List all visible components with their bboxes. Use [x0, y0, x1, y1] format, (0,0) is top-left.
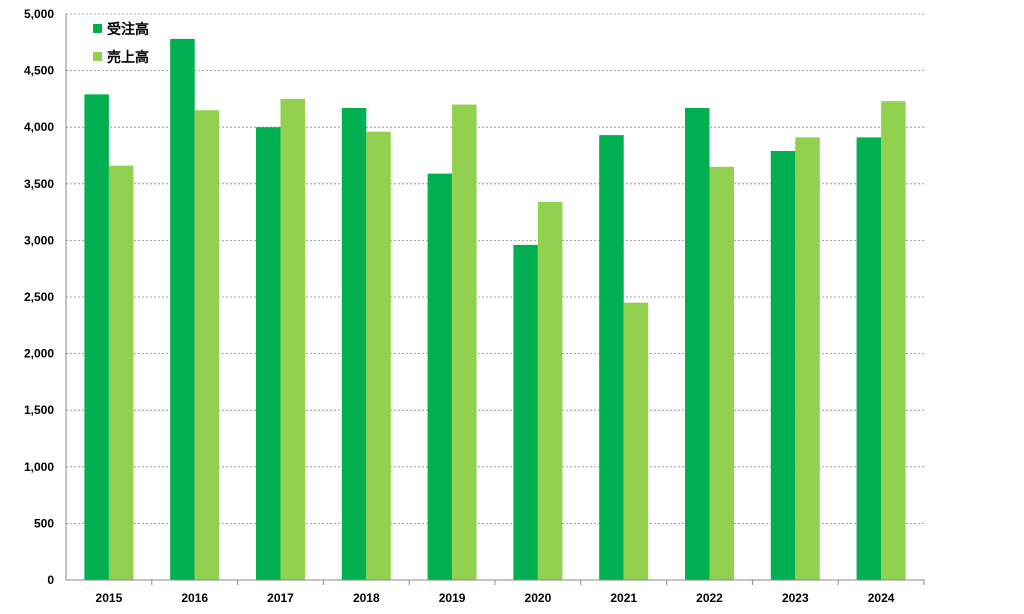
bar-order-2024 [856, 137, 882, 580]
axes [65, 14, 925, 585]
x-tick-labels: 2015 2016 2017 2018 2019 2020 2021 2022 2023 2024 [96, 591, 895, 605]
bar-sales-2024 [881, 101, 906, 580]
legend: 受注高 売上高 [93, 21, 149, 65]
bar-order-2018 [341, 107, 367, 581]
bar-sales-2018 [366, 131, 391, 580]
bar-sales-2016 [194, 110, 220, 580]
bar-sales-2020 [537, 201, 563, 581]
bar-order-2020 [513, 244, 538, 581]
y-tick-label: 3,500 [24, 177, 54, 191]
bar-order-2015 [84, 94, 109, 580]
x-tick-label: 2022 [696, 591, 723, 605]
x-tick-label: 2024 [868, 591, 895, 605]
bar-order-2021 [599, 135, 624, 580]
bar-sales-2015 [108, 165, 134, 581]
bars [84, 38, 906, 581]
bar-sales-2023 [795, 137, 820, 580]
legend-swatch-order [93, 24, 102, 33]
bar-order-2017 [256, 127, 281, 580]
bar-order-2022 [685, 107, 710, 581]
y-tick-label: 2,500 [24, 290, 54, 304]
legend-label-sales: 売上高 [107, 49, 149, 65]
y-tick-label: 4,000 [24, 120, 54, 134]
legend-label-order: 受注高 [107, 21, 149, 37]
y-tick-label: 2,000 [24, 347, 54, 361]
x-tick-label: 2017 [267, 591, 294, 605]
y-tick-label: 500 [34, 516, 54, 530]
bar-sales-2017 [280, 98, 305, 581]
bar-sales-2021 [623, 302, 649, 580]
x-tick-label: 2021 [610, 591, 637, 605]
gridlines [66, 13, 924, 524]
y-tick-label: 4,500 [24, 64, 54, 78]
bar-order-2016 [170, 38, 195, 581]
legend-swatch-sales [93, 52, 102, 61]
y-tick-label: 3,000 [24, 233, 54, 247]
bar-sales-2022 [709, 166, 734, 580]
x-tick-label: 2015 [96, 591, 123, 605]
x-tick-label: 2018 [353, 591, 380, 605]
x-tick-label: 2023 [782, 591, 809, 605]
bar-order-2019 [427, 173, 453, 580]
y-tick-label: 5,000 [24, 7, 54, 21]
x-tick-label: 2019 [439, 591, 466, 605]
y-tick-label: 1,500 [24, 403, 54, 417]
y-tick-labels: 0 500 1,000 1,500 2,000 2,500 3,000 3,500 4,000 4… [24, 7, 54, 587]
y-tick-label: 1,000 [24, 460, 54, 474]
y-tick-label: 0 [47, 573, 54, 587]
x-tick-label: 2020 [525, 591, 552, 605]
x-tick-label: 2016 [181, 591, 208, 605]
bar-sales-2019 [452, 104, 477, 580]
bar-order-2023 [770, 150, 796, 581]
